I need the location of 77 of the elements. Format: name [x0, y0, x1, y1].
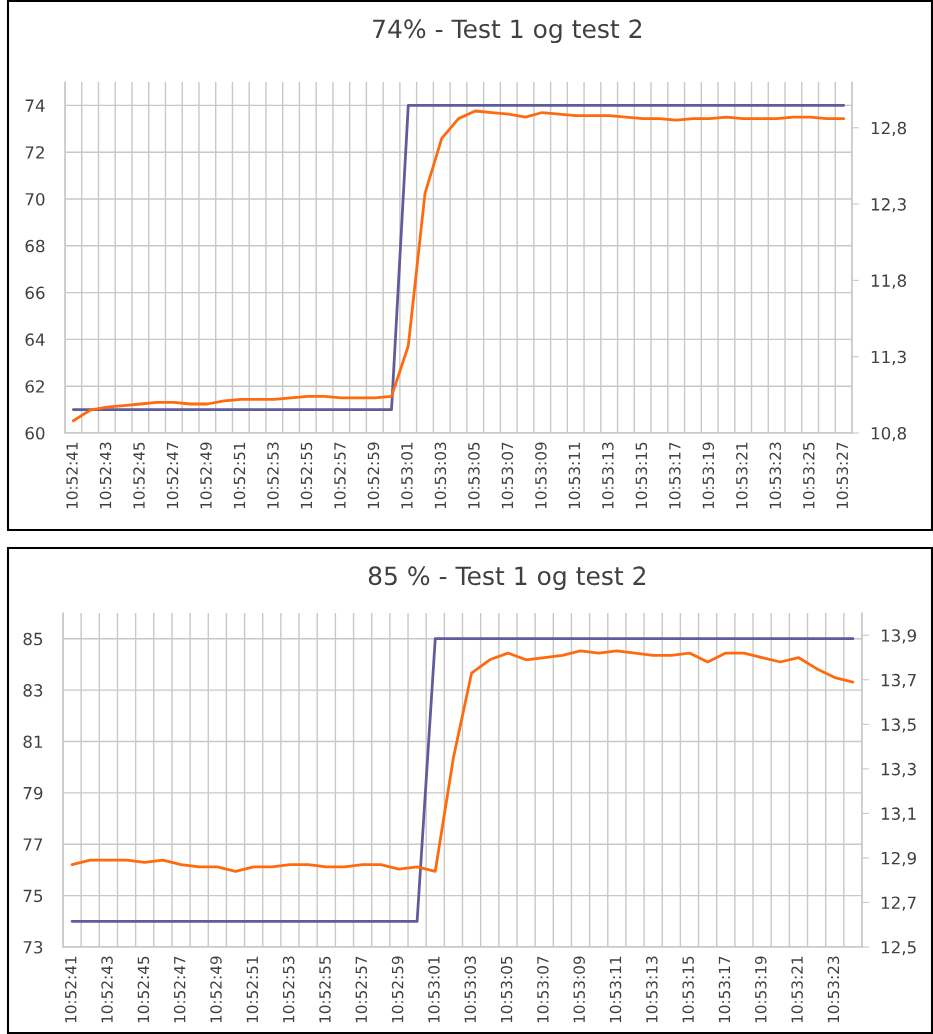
y2-tick-label: 12,9 [881, 851, 916, 867]
y-tick-label: 79 [23, 786, 43, 800]
y-tick-label: 75 [23, 889, 43, 903]
x-tick-label: 10:53:23 [769, 442, 782, 509]
x-tick-label: 10:53:09 [573, 956, 585, 1023]
x-tick-label: 10:52:41 [66, 442, 78, 509]
y-tick-label: 68 [25, 239, 45, 253]
x-tick-label: 10:52:43 [99, 442, 112, 509]
y-tick-label: 85 [23, 632, 43, 646]
x-tick-label: 10:53:21 [736, 442, 748, 509]
x-tick-label: 10:52:41 [64, 956, 77, 1023]
x-tick-label: 10:52:53 [282, 956, 295, 1023]
x-tick-label: 10:53:07 [501, 442, 514, 509]
y2-tick-label: 12,5 [881, 940, 916, 956]
x-tick-label: 10:52:49 [200, 442, 212, 509]
x-tick-label: 10:53:17 [669, 442, 681, 509]
x-tick-label: 10:52:49 [210, 956, 222, 1023]
x-tick-label: 10:53:27 [836, 442, 849, 509]
x-tick-label: 10:52:47 [173, 956, 186, 1023]
y2-tick-label: 13,7 [881, 673, 916, 689]
x-tick-label: 10:52:59 [367, 442, 380, 509]
x-tick-label: 10:53:03 [434, 442, 447, 509]
x-tick-label: 10:52:51 [233, 442, 246, 509]
y-tick-label: 73 [23, 940, 43, 954]
x-tick-label: 10:53:11 [609, 956, 622, 1023]
x-tick-label: 10:52:55 [319, 956, 331, 1023]
x-tick-label: 10:53:19 [702, 442, 715, 509]
x-tick-label: 10:52:59 [391, 956, 404, 1023]
x-tick-label: 10:53:15 [682, 956, 694, 1023]
y-tick-label: 60 [25, 426, 45, 440]
line-series [70, 649, 855, 873]
x-tick-label: 10:53:05 [468, 442, 480, 509]
x-tick-label: 10:52:51 [246, 956, 259, 1023]
x-tick-label: 10:52:55 [300, 442, 313, 509]
chart-title: 85 % - Test 1 og test 2 [368, 566, 646, 591]
y-tick-label: 83 [23, 684, 43, 697]
y-tick-label: 64 [25, 333, 45, 346]
y2-tick-label: 13,1 [881, 807, 916, 822]
x-tick-label: 10:52:57 [334, 442, 346, 509]
y2-tick-label: 13,5 [881, 718, 916, 733]
x-tick-label: 10:53:07 [537, 956, 549, 1023]
y2-tick-label: 12,7 [881, 896, 916, 911]
x-tick-label: 10:53:01 [401, 442, 413, 509]
y-tick-label: 70 [25, 192, 45, 206]
x-tick-label: 10:53:09 [535, 442, 547, 509]
x-tick-label: 10:53:03 [464, 956, 477, 1023]
y-tick-label: 72 [25, 146, 44, 159]
x-tick-label: 10:53:13 [602, 442, 614, 509]
y-tick-label: 77 [23, 838, 43, 851]
x-tick-label: 10:52:47 [166, 442, 179, 509]
x-tick-label: 10:53:23 [827, 956, 840, 1023]
x-tick-label: 10:53:11 [568, 442, 581, 509]
y2-tick-label: 13,9 [881, 629, 916, 644]
y-tick-label: 66 [25, 286, 45, 300]
y2-tick-label: 13,3 [881, 762, 916, 778]
y2-tick-label: 11,3 [871, 350, 906, 365]
x-tick-label: 10:53:25 [803, 442, 815, 509]
y2-tick-label: 12,8 [871, 121, 907, 137]
x-tick-label: 10:53:21 [791, 956, 803, 1023]
y2-tick-label: 10,8 [871, 426, 907, 442]
y-tick-label: 74 [25, 99, 45, 112]
x-tick-label: 10:53:01 [428, 956, 440, 1023]
y-tick-label: 62 [25, 380, 44, 393]
y-tick-label: 81 [23, 735, 43, 749]
x-tick-label: 10:52:43 [101, 956, 113, 1023]
x-tick-label: 10:53:15 [635, 442, 648, 509]
y2-tick-label: 11,8 [871, 274, 907, 289]
x-tick-label: 10:53:17 [718, 956, 731, 1023]
x-tick-label: 10:52:45 [133, 442, 145, 509]
y2-tick-label: 12,3 [871, 198, 906, 213]
x-tick-label: 10:52:53 [267, 442, 279, 509]
x-tick-label: 10:53:13 [646, 956, 658, 1023]
x-tick-label: 10:53:19 [755, 956, 767, 1023]
x-tick-label: 10:52:45 [137, 956, 150, 1023]
x-tick-label: 10:52:57 [355, 956, 368, 1023]
chart-title: 74% - Test 1 og test 2 [373, 19, 642, 44]
x-tick-label: 10:53:05 [500, 956, 513, 1023]
